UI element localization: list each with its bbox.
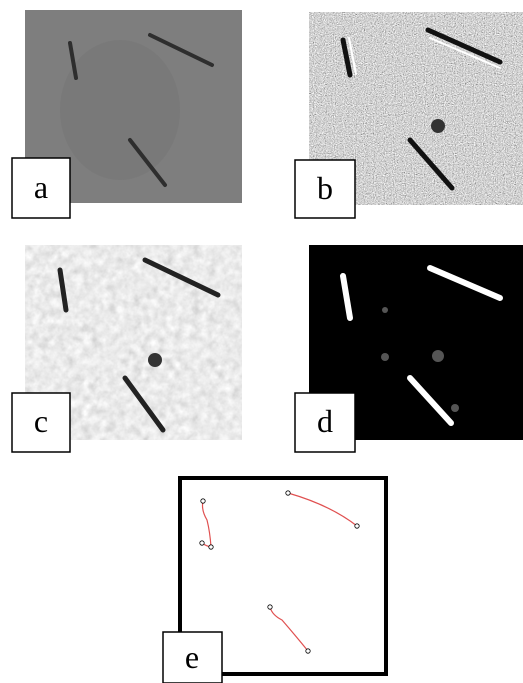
panel-d: d xyxy=(295,245,523,452)
figure: a b c xyxy=(0,0,523,683)
panel-label: c xyxy=(34,403,48,439)
panel-label: d xyxy=(317,403,333,439)
panel-label: b xyxy=(317,170,333,206)
panel-b: b xyxy=(295,12,523,218)
panel-label: e xyxy=(185,639,199,675)
panel-c: c xyxy=(12,245,242,452)
panel-e: e xyxy=(163,478,386,683)
panel-label: a xyxy=(34,169,48,205)
page: a b c xyxy=(0,0,523,683)
panel-a: a xyxy=(12,10,242,218)
